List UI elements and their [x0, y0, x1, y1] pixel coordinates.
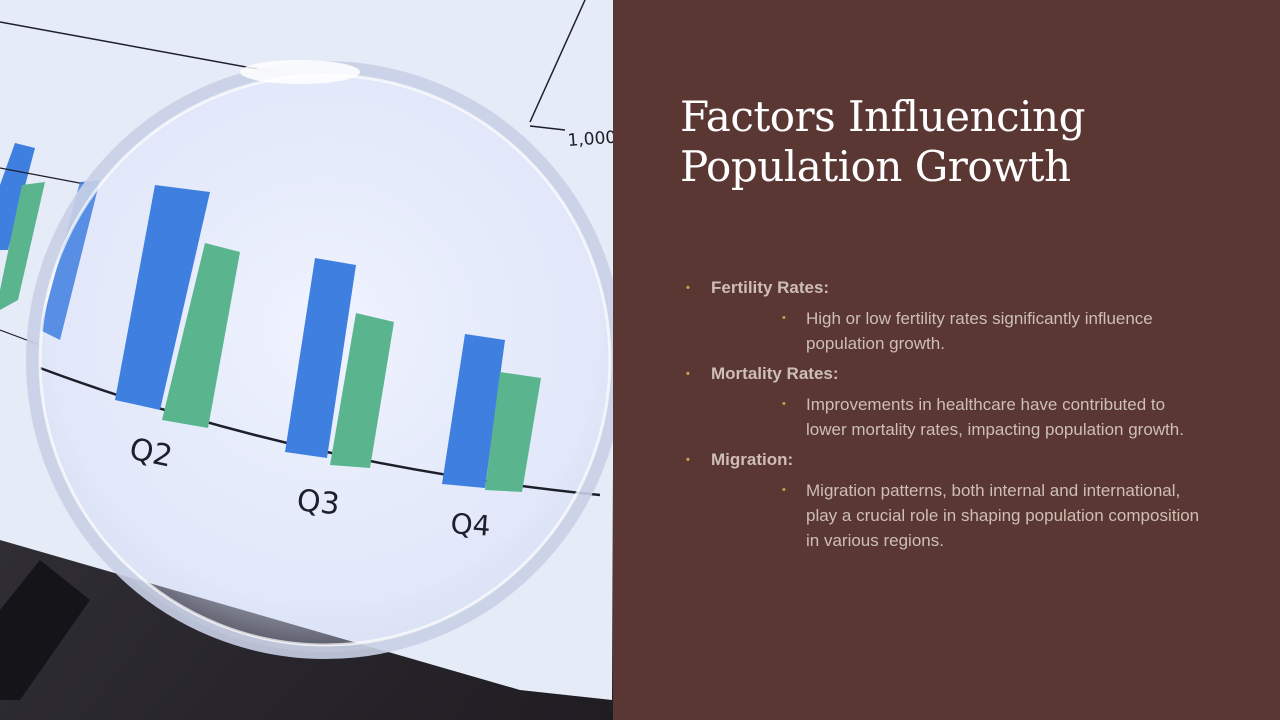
bar-q2-blue [115, 185, 210, 410]
bar-q4-green [485, 372, 541, 492]
slide-title-line-2: Population Growth [680, 142, 1071, 191]
bullet-icon: • [686, 368, 690, 380]
axis-tick-label: 1,000 [567, 128, 617, 151]
bullet-icon: • [686, 454, 690, 466]
bullet-migration: • Migration: [686, 448, 1216, 472]
sub-bullet-fertility: • High or low fertility rates significan… [782, 306, 1206, 356]
small-bar-green [0, 182, 45, 310]
slide-title-line-1: Factors Influencing [680, 92, 1085, 141]
bar-q1-blue [40, 180, 100, 340]
magnifier-chart-photo: 1,000 Q2 Q3 Q4 [0, 0, 620, 720]
bullet-icon: • [782, 312, 786, 324]
quarter-label-q3: Q3 [295, 483, 341, 522]
bullet-heading: Migration: [711, 450, 794, 469]
bar-q2-green [162, 243, 240, 428]
lens-glare [240, 60, 360, 84]
sub-bullet-text: Migration patterns, both internal and in… [806, 481, 1200, 550]
bar-q4-blue [442, 334, 505, 488]
magnifier-handle [0, 560, 90, 700]
slide-title: Factors Influencing Population Growth [680, 92, 1240, 192]
photo-illustration: 1,000 Q2 Q3 Q4 [0, 0, 620, 720]
chart-tick [529, 125, 566, 131]
quarter-label-q2: Q2 [126, 432, 175, 475]
content-panel [613, 0, 1280, 720]
bullet-heading: Mortality Rates: [711, 364, 839, 383]
bullet-icon: • [782, 398, 786, 410]
sub-bullet-text: High or low fertility rates significantl… [806, 309, 1153, 353]
chart-gridline [0, 167, 91, 186]
chart-axis-line [529, 0, 586, 123]
chart-gridline [0, 21, 291, 76]
sub-bullet-text: Improvements in healthcare have contribu… [806, 395, 1184, 439]
bullet-list: • Fertility Rates: • High or low fertili… [686, 276, 1216, 559]
bullet-fertility: • Fertility Rates: [686, 276, 1216, 300]
quarter-label-q4: Q4 [450, 507, 492, 543]
bullet-icon: • [686, 282, 690, 294]
bullet-heading: Fertility Rates: [711, 278, 830, 297]
bar-q3-green [330, 313, 394, 468]
sub-bullet-mortality: • Improvements in healthcare have contri… [782, 392, 1206, 442]
bullet-mortality: • Mortality Rates: [686, 362, 1216, 386]
bar-q3-blue [285, 258, 356, 458]
sub-bullet-migration: • Migration patterns, both internal and … [782, 478, 1206, 553]
bullet-icon: • [782, 484, 786, 496]
